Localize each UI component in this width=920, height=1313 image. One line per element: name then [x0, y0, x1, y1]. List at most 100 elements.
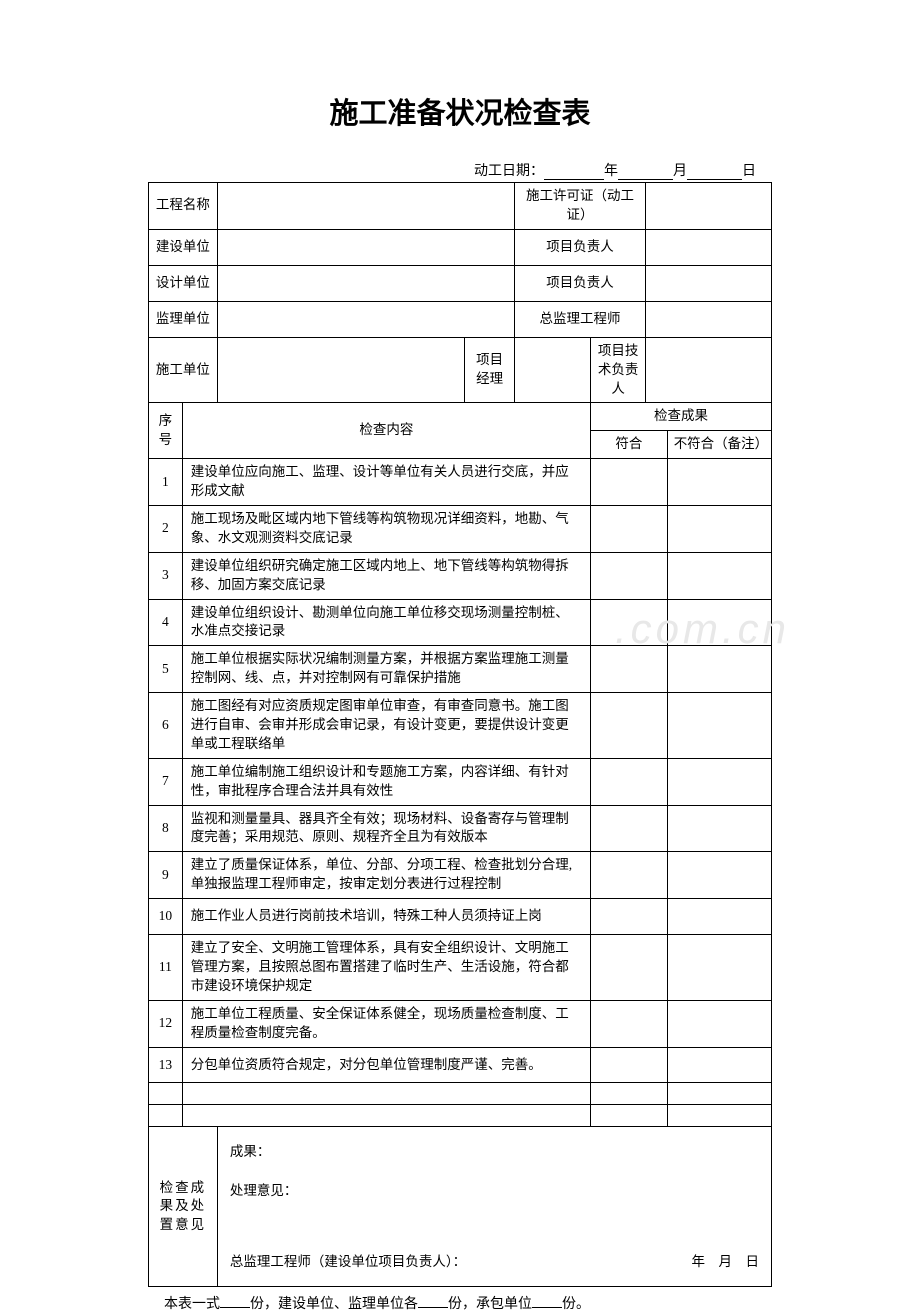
- sign-date: 年 月 日: [692, 1253, 760, 1272]
- superv-unit-value[interactable]: [217, 301, 514, 337]
- item-no: 11: [149, 935, 183, 1001]
- item-row: 9 建立了质量保证体系，单位、分部、分项工程、检查批划分合理,单独报监理工程师审…: [149, 852, 772, 899]
- header-row-design: 设计单位 项目负责人: [149, 265, 772, 301]
- opinion-text: 处理意见：: [230, 1182, 759, 1201]
- blank-cell[interactable]: [149, 1105, 183, 1127]
- blank-row: [149, 1105, 772, 1127]
- conform-cell[interactable]: [591, 599, 668, 646]
- conform-cell[interactable]: [591, 899, 668, 935]
- result-text: 成果：: [230, 1143, 759, 1162]
- chief-engineer-value[interactable]: [646, 301, 772, 337]
- blank-cell[interactable]: [591, 1105, 668, 1127]
- conform-cell[interactable]: [591, 506, 668, 553]
- content-header: 检查内容: [182, 403, 590, 459]
- conform-cell[interactable]: [591, 552, 668, 599]
- blank-cell[interactable]: [149, 1083, 183, 1105]
- conform-cell[interactable]: [591, 805, 668, 852]
- permit-value[interactable]: [646, 183, 772, 230]
- blank-cell[interactable]: [667, 1083, 771, 1105]
- project-manager-value[interactable]: [514, 337, 590, 403]
- item-no: 4: [149, 599, 183, 646]
- nonconform-cell[interactable]: [667, 506, 771, 553]
- year-blank[interactable]: [544, 162, 604, 180]
- tech-leader-value[interactable]: [646, 337, 772, 403]
- item-no: 5: [149, 646, 183, 693]
- constr-unit-value[interactable]: [217, 337, 465, 403]
- nonconform-cell[interactable]: [667, 935, 771, 1001]
- item-row: 2 施工现场及毗区域内地下管线等构筑物现况详细资料，地勘、气象、水文观测资料交底…: [149, 506, 772, 553]
- conform-cell[interactable]: [591, 459, 668, 506]
- nonconform-cell[interactable]: [667, 758, 771, 805]
- sign-month: 月: [719, 1254, 733, 1269]
- build-leader-value[interactable]: [646, 229, 772, 265]
- nonconform-header: 不符合（备注）: [667, 431, 771, 459]
- item-row: 6 施工图经有对应资质规定图审单位审查，有审查同意书。施工图进行自审、会审并形成…: [149, 693, 772, 759]
- nonconform-cell[interactable]: [667, 693, 771, 759]
- result-header: 检查成果: [591, 403, 772, 431]
- nonconform-cell[interactable]: [667, 459, 771, 506]
- item-no: 9: [149, 852, 183, 899]
- build-leader-label: 项目负责人: [514, 229, 645, 265]
- copies-total-blank[interactable]: [220, 1307, 250, 1308]
- nonconform-cell[interactable]: [667, 599, 771, 646]
- signer-label: 总监理工程师（建设单位项目负责人）：: [230, 1253, 466, 1272]
- conform-cell[interactable]: [591, 693, 668, 759]
- nonconform-cell[interactable]: [667, 552, 771, 599]
- item-no: 3: [149, 552, 183, 599]
- footnote-p2: 份，建设单位、监理单位各: [250, 1297, 418, 1312]
- month-blank[interactable]: [618, 162, 673, 180]
- conform-cell[interactable]: [591, 935, 668, 1001]
- copies-each-blank[interactable]: [418, 1307, 448, 1308]
- nonconform-cell[interactable]: [667, 1000, 771, 1047]
- nonconform-cell[interactable]: [667, 852, 771, 899]
- blank-row: [149, 1083, 772, 1105]
- item-text: 施工现场及毗区域内地下管线等构筑物现况详细资料，地勘、气象、水文观测资料交底记录: [182, 506, 590, 553]
- copies-contractor-blank[interactable]: [532, 1307, 562, 1308]
- start-date-line: 动工日期：年月日: [148, 160, 772, 180]
- project-name-value[interactable]: [217, 183, 514, 230]
- day-blank[interactable]: [687, 162, 742, 180]
- conform-cell[interactable]: [591, 1000, 668, 1047]
- item-row: 10 施工作业人员进行岗前技术培训，特殊工种人员须持证上岗: [149, 899, 772, 935]
- item-text: 施工单位根据实际状况编制测量方案，并根据方案监理施工测量控制网、线、点，并对控制…: [182, 646, 590, 693]
- year-label: 年: [604, 164, 618, 179]
- item-text: 建设单位应向施工、监理、设计等单位有关人员进行交底，并应形成文献: [182, 459, 590, 506]
- constr-unit-label: 施工单位: [149, 337, 218, 403]
- nonconform-cell[interactable]: [667, 1047, 771, 1083]
- permit-label: 施工许可证（动工证）: [514, 183, 645, 230]
- conform-cell[interactable]: [591, 758, 668, 805]
- item-text: 施工单位编制施工组织设计和专题施工方案，内容详细、有针对性，审批程序合理合法并具…: [182, 758, 590, 805]
- conform-cell[interactable]: [591, 852, 668, 899]
- item-no: 10: [149, 899, 183, 935]
- build-unit-value[interactable]: [217, 229, 514, 265]
- header-row-build: 建设单位 项目负责人: [149, 229, 772, 265]
- nonconform-cell[interactable]: [667, 899, 771, 935]
- design-unit-label: 设计单位: [149, 265, 218, 301]
- result-opinion-row: 检查成果及处置意见 成果： 处理意见： 总监理工程师（建设单位项目负责人）： 年…: [149, 1127, 772, 1287]
- item-row: 7 施工单位编制施工组织设计和专题施工方案，内容详细、有针对性，审批程序合理合法…: [149, 758, 772, 805]
- item-text: 建设单位组织设计、勘测单位向施工单位移交现场测量控制桩、水准点交接记录: [182, 599, 590, 646]
- item-no: 7: [149, 758, 183, 805]
- item-row: 5 施工单位根据实际状况编制测量方案，并根据方案监理施工测量控制网、线、点，并对…: [149, 646, 772, 693]
- blank-cell[interactable]: [667, 1105, 771, 1127]
- item-row: 3 建设单位组织研究确定施工区域内地上、地下管线等构筑物得拆移、加固方案交底记录: [149, 552, 772, 599]
- header-row-constr: 施工单位 项目经理 项目技术负责人: [149, 337, 772, 403]
- nonconform-cell[interactable]: [667, 646, 771, 693]
- item-text: 施工作业人员进行岗前技术培训，特殊工种人员须持证上岗: [182, 899, 590, 935]
- design-unit-value[interactable]: [217, 265, 514, 301]
- signature-line: 总监理工程师（建设单位项目负责人）： 年 月 日: [230, 1253, 759, 1272]
- design-leader-value[interactable]: [646, 265, 772, 301]
- nonconform-cell[interactable]: [667, 805, 771, 852]
- item-row: 11 建立了安全、文明施工管理体系，具有安全组织设计、文明施工管理方案，且按照总…: [149, 935, 772, 1001]
- conform-header: 符合: [591, 431, 668, 459]
- result-block-content[interactable]: 成果： 处理意见： 总监理工程师（建设单位项目负责人）： 年 月 日: [217, 1127, 771, 1287]
- footnote-line: 本表一式份，建设单位、监理单位各份，承包单位份。: [148, 1287, 772, 1313]
- conform-cell[interactable]: [591, 1047, 668, 1083]
- item-row: 13 分包单位资质符合规定，对分包单位管理制度严谨、完善。: [149, 1047, 772, 1083]
- blank-cell[interactable]: [182, 1105, 590, 1127]
- conform-cell[interactable]: [591, 646, 668, 693]
- item-text: 建设单位组织研究确定施工区域内地上、地下管线等构筑物得拆移、加固方案交底记录: [182, 552, 590, 599]
- item-row: 4 建设单位组织设计、勘测单位向施工单位移交现场测量控制桩、水准点交接记录: [149, 599, 772, 646]
- blank-cell[interactable]: [591, 1083, 668, 1105]
- blank-cell[interactable]: [182, 1083, 590, 1105]
